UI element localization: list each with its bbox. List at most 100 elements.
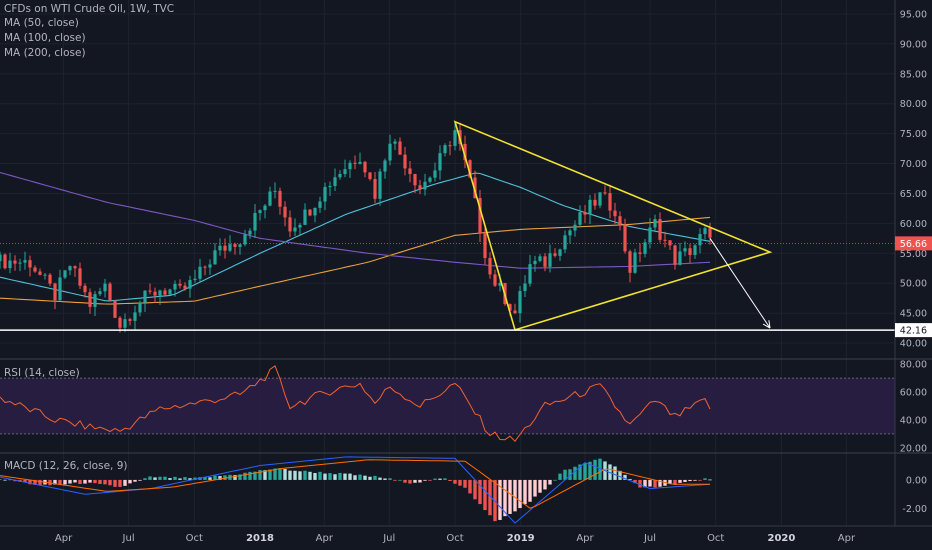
x-tick-label: Apr <box>838 533 856 544</box>
macd-histogram-bar <box>658 479 662 487</box>
macd-histogram-bar <box>358 474 362 480</box>
candle-body <box>333 177 337 187</box>
candle-body <box>363 161 367 173</box>
macd-histogram-bar <box>238 474 242 480</box>
candle-body <box>398 141 402 155</box>
candle-body <box>668 240 672 246</box>
candle-body <box>98 291 102 295</box>
macd-histogram-bar <box>528 479 532 502</box>
candle-body <box>123 319 127 328</box>
macd-histogram-bar <box>243 472 247 480</box>
macd-histogram-bar <box>513 479 517 512</box>
macd-histogram-bar <box>298 471 302 480</box>
x-tick-label: Jul <box>643 533 656 544</box>
macd-histogram-bar <box>353 475 357 480</box>
macd-histogram-bar <box>688 479 692 482</box>
candle-body <box>308 209 312 216</box>
macd-histogram-bar <box>348 473 352 480</box>
macd-histogram-bar <box>173 476 177 480</box>
candle-body <box>648 227 652 243</box>
macd-histogram-bar <box>503 479 507 517</box>
macd-label[interactable]: MACD (12, 26, close, 9) <box>4 460 127 472</box>
macd-histogram-bar <box>58 479 62 485</box>
candle-body <box>173 283 177 290</box>
candle-body <box>613 210 617 217</box>
current-price-label: 56.66 <box>900 239 927 250</box>
candle-body <box>393 141 397 144</box>
candle-body <box>623 224 627 252</box>
y-axis[interactable]: 95.00 90.00 85.00 80.00 75.00 70.00 65.00 60.00… <box>895 9 932 515</box>
candle-body <box>348 162 352 170</box>
drawings[interactable] <box>0 120 932 331</box>
macd-histogram-bar <box>68 479 72 484</box>
macd-histogram-bar <box>463 479 467 488</box>
macd-histogram-bar <box>323 473 327 480</box>
macd-histogram-bar <box>368 476 372 480</box>
candle-body <box>128 319 132 321</box>
macd-histogram-bar <box>213 475 217 480</box>
macd-histogram-bar <box>598 458 602 480</box>
macd-histogram-bar <box>98 479 102 484</box>
candle-body <box>563 235 567 250</box>
macd-histogram-bar <box>583 462 587 480</box>
candle-body <box>158 290 162 296</box>
macd-histogram-bar <box>483 479 487 511</box>
arrow-head <box>768 320 771 329</box>
candle-body <box>168 289 172 295</box>
candle-body <box>418 185 422 190</box>
candle-body <box>233 244 237 247</box>
x-tick-label: Oct <box>186 533 203 544</box>
pane-dividers[interactable] <box>0 0 932 527</box>
x-tick-label: 2018 <box>246 533 274 544</box>
macd-histogram-bar <box>63 479 67 485</box>
support-badge <box>895 323 932 338</box>
rsi-tick-label: 40.00 <box>900 415 927 426</box>
candle-body <box>538 256 542 261</box>
candle-body <box>583 212 587 215</box>
macd-histogram-bar <box>0 479 2 481</box>
candle-body <box>568 230 572 236</box>
price-tick-label: 90.00 <box>900 39 927 50</box>
candle-body <box>313 207 317 216</box>
macd-histogram-bar <box>258 470 262 480</box>
candle-body <box>273 190 277 192</box>
candle-body <box>48 274 52 284</box>
macd-histogram-bar <box>413 479 417 483</box>
macd-histogram-bar <box>83 479 87 484</box>
price-tick-label: 55.00 <box>900 249 927 260</box>
indicator-ma100[interactable]: MA (100, close) <box>4 32 86 44</box>
macd-histogram-bar <box>278 468 282 480</box>
candle-body <box>468 160 472 178</box>
candle-body <box>303 209 307 225</box>
candle-body <box>608 193 612 211</box>
candle-body <box>188 280 192 289</box>
candle-body <box>338 173 342 178</box>
indicator-ma200[interactable]: MA (200, close) <box>4 47 86 59</box>
macd-histogram-bar <box>233 475 237 480</box>
candle-body <box>318 201 322 208</box>
macd-histogram-bar <box>648 479 652 487</box>
candle-body <box>463 143 467 161</box>
macd-line <box>0 456 711 524</box>
macd-histogram-bar <box>333 474 337 480</box>
support-level-label: 42.16 <box>900 326 927 337</box>
macd-histogram-bar <box>418 479 422 483</box>
candles[interactable] <box>0 122 712 333</box>
macd-histogram-bar <box>398 479 402 481</box>
x-axis[interactable]: Apr Jul Oct 2018 Apr Jul Oct 2019 Apr Jul Oct 2020 A… <box>55 533 856 544</box>
indicator-ma50[interactable]: MA (50, close) <box>4 17 79 29</box>
candle-body <box>573 224 577 231</box>
x-tick-label: Apr <box>316 533 334 544</box>
macd-histogram-bar <box>473 479 477 500</box>
macd-histogram-bar <box>433 478 437 480</box>
macd-histogram-bar <box>693 479 697 481</box>
rsi-label[interactable]: RSI (14, close) <box>4 367 80 379</box>
x-tick-label: Oct <box>707 533 724 544</box>
candle-body <box>688 248 692 256</box>
x-tick-label: Oct <box>446 533 463 544</box>
macd-histogram-bar <box>93 479 97 484</box>
macd-histogram-bar <box>253 471 257 480</box>
macd-histogram-bar <box>538 479 542 493</box>
candle-body <box>238 244 242 247</box>
